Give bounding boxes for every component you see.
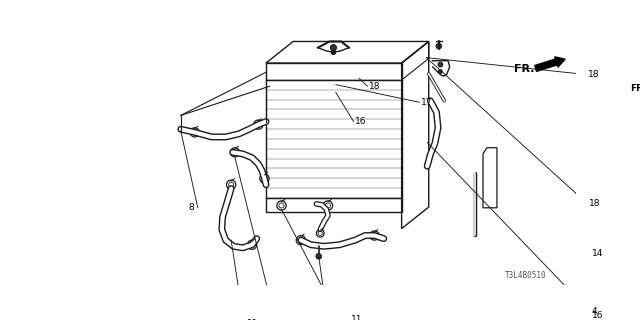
Circle shape [331, 26, 336, 31]
Text: 18: 18 [369, 82, 381, 91]
Text: 8: 8 [189, 203, 195, 212]
Text: 18: 18 [588, 70, 600, 79]
FancyArrow shape [535, 57, 565, 71]
Text: 18: 18 [589, 199, 601, 208]
Text: 14: 14 [591, 250, 603, 259]
Text: 16: 16 [591, 311, 603, 320]
Text: T3L4B0510: T3L4B0510 [505, 271, 547, 280]
Circle shape [438, 69, 442, 73]
Text: 11: 11 [246, 319, 258, 320]
Text: 11: 11 [351, 315, 363, 320]
Circle shape [316, 254, 321, 259]
Circle shape [436, 44, 442, 49]
Text: 4: 4 [591, 307, 597, 316]
Circle shape [330, 44, 337, 51]
Text: FR.: FR. [514, 64, 534, 74]
Circle shape [331, 50, 336, 55]
Text: 17: 17 [421, 98, 433, 107]
Text: 16: 16 [355, 117, 367, 126]
Text: FR.: FR. [630, 84, 640, 93]
Circle shape [438, 62, 443, 67]
